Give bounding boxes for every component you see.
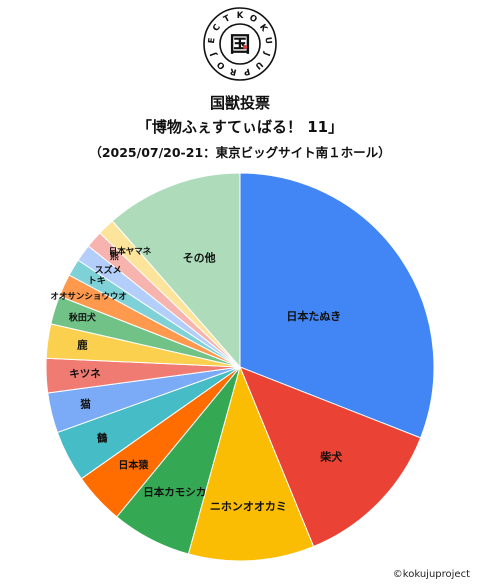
chart-title: 国獣投票 bbox=[209, 94, 270, 112]
slice-label: 猫 bbox=[79, 398, 91, 411]
slice-label: 日本ヤマネ bbox=[109, 246, 152, 257]
event-name: 「博物ふぇすてぃばる！ 11」 bbox=[136, 118, 344, 136]
slice-label: 秋田犬 bbox=[68, 311, 97, 323]
logo-ring-letter: T bbox=[222, 13, 232, 25]
logo-ring-letter: J bbox=[209, 51, 220, 58]
slice-label: トキ bbox=[88, 275, 106, 286]
slice-label: 日本カモシカ bbox=[143, 486, 206, 499]
slice-label: 熊 bbox=[110, 250, 119, 262]
slice-label: オオサンショウウオ bbox=[50, 292, 127, 302]
logo-ring-letter: U bbox=[253, 59, 265, 71]
logo-red-dot bbox=[243, 45, 247, 49]
logo-center-glyph: 国 bbox=[230, 33, 251, 57]
logo-ring-letter: E bbox=[207, 37, 218, 44]
slice-label: ニホンオオカミ bbox=[210, 500, 287, 513]
slice-label: 日本猿 bbox=[118, 458, 149, 471]
slice-label: 柴犬 bbox=[319, 449, 343, 463]
logo-ring-letter: C bbox=[211, 23, 223, 34]
logo-ring-inner bbox=[219, 23, 261, 65]
slice-label: 鶴 bbox=[97, 431, 108, 444]
pie-slice bbox=[239, 172, 435, 439]
logo-ring-outer bbox=[203, 7, 277, 81]
slice-label: スズメ bbox=[95, 264, 122, 276]
copyright-credit: ©kokujuproject bbox=[392, 569, 470, 580]
pie-slices bbox=[45, 172, 435, 562]
logo-ring-letter: U bbox=[262, 37, 273, 45]
pie-slice bbox=[187, 365, 315, 562]
slice-label: その他 bbox=[183, 251, 216, 265]
slice-label: 鹿 bbox=[77, 339, 88, 352]
event-date-venue: （2025/07/20-21：東京ビッグサイト南１ホール） bbox=[89, 145, 391, 160]
slice-label: キツネ bbox=[69, 368, 101, 380]
pie-slice bbox=[239, 366, 422, 548]
logo-ring-letter: O bbox=[247, 13, 258, 25]
logo-ring-letter: R bbox=[228, 65, 237, 76]
logo-ring-letter: K bbox=[257, 23, 269, 34]
logo-ring-letter: P bbox=[242, 66, 250, 77]
logo-ring-letter: J bbox=[261, 50, 272, 57]
pie-slice bbox=[111, 172, 241, 369]
logo-ring-letter: K bbox=[237, 11, 244, 21]
slice-label: 日本たぬき bbox=[286, 309, 341, 323]
